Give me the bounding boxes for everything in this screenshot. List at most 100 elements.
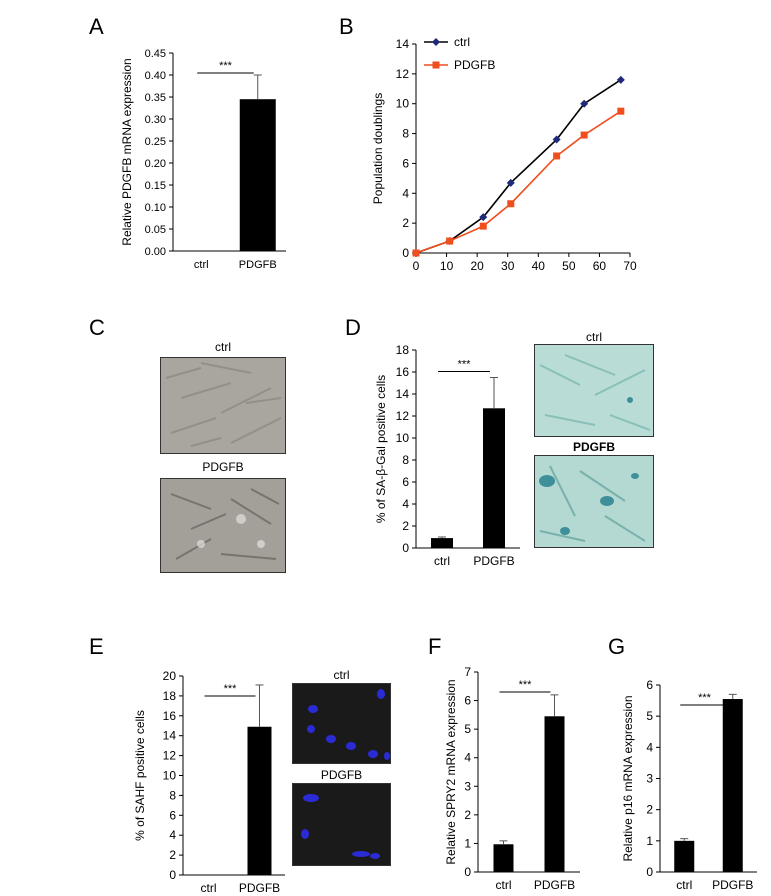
x-tick-label: ctrl	[194, 259, 209, 271]
y-tick-label: 4	[402, 497, 409, 511]
panel-e-pdgfb-micrograph	[292, 783, 391, 866]
y-tick-label: 0	[169, 868, 176, 882]
series-line-pdgfb	[415, 110, 622, 254]
data-point-pdgfb	[479, 222, 487, 230]
x-tick-label: 10	[440, 259, 454, 273]
y-tick-label: 1	[464, 836, 471, 850]
x-tick-label: 0	[413, 259, 420, 273]
y-tick-label: 0.20	[145, 158, 166, 170]
y-tick-label: 3	[646, 772, 653, 786]
y-tick-label: 2	[402, 216, 409, 230]
x-tick-label: PDGFB	[239, 259, 277, 271]
y-tick-label: 0	[464, 865, 471, 879]
legend-label-ctrl: ctrl	[454, 35, 470, 49]
y-tick-label: 2	[169, 848, 176, 862]
bar-pdgfb	[239, 99, 276, 251]
panel-e-ctrl-label: ctrl	[333, 668, 350, 682]
data-point-ctrl	[552, 135, 561, 144]
panel-d-ctrl-label: ctrl	[586, 330, 602, 344]
data-point-pdgfb	[617, 107, 625, 115]
y-tick-label: 0.00	[145, 246, 166, 258]
significance-label: ***	[698, 692, 712, 704]
data-point-ctrl	[506, 178, 515, 187]
legend-marker-pdgfb	[432, 61, 440, 69]
panel-letter-g: G	[608, 634, 626, 659]
y-tick-label: 5	[464, 722, 471, 736]
legend-label-pdgfb: PDGFB	[454, 58, 495, 72]
y-tick-label: 4	[402, 186, 409, 200]
y-tick-label: 0.40	[145, 70, 166, 82]
panel-d-pdgfb-label: PDGFB	[573, 440, 615, 454]
panel-e-pdgfb-label: PDGFB	[320, 768, 363, 782]
bar-pdgfb	[483, 408, 505, 548]
bar-ctrl	[431, 538, 453, 548]
x-tick-label: ctrl	[434, 554, 450, 568]
bar-pdgfb	[544, 716, 565, 872]
nuclei-texture	[301, 794, 380, 859]
data-point-pdgfb	[580, 131, 588, 139]
panel-d-pdgfb-micrograph	[534, 455, 654, 548]
data-point-ctrl	[479, 213, 488, 222]
significance-label: ***	[219, 60, 233, 72]
panel-e-ctrl-micrograph	[292, 683, 391, 764]
x-tick-label: 40	[532, 259, 546, 273]
panel-c-ctrl-label: ctrl	[215, 340, 231, 354]
y-tick-label: 18	[163, 689, 177, 703]
y-tick-label: 14	[163, 729, 177, 743]
data-point-pdgfb	[553, 152, 561, 160]
bar-pdgfb	[247, 726, 272, 875]
x-tick-label: 70	[623, 259, 637, 273]
y-tick-label: 6	[464, 694, 471, 708]
panel-c-pdgfb-label: PDGFB	[202, 460, 244, 474]
series-line-ctrl	[415, 79, 622, 254]
y-tick-label: 6	[169, 808, 176, 822]
y-tick-label: 0	[402, 246, 409, 260]
panel-letter-e: E	[89, 634, 104, 659]
significance-label: ***	[519, 679, 533, 691]
x-tick-label: ctrl	[496, 878, 512, 892]
y-tick-label: 0.25	[145, 136, 166, 148]
y-tick-label: 8	[169, 788, 176, 802]
y-tick-label: 12	[163, 749, 177, 763]
bar-pdgfb	[722, 699, 743, 872]
cells-texture	[165, 362, 282, 447]
nuclei-texture	[307, 689, 390, 760]
panel-letter-f: F	[428, 634, 442, 659]
x-tick-label: PDGFB	[534, 878, 575, 892]
panel-c-ctrl-micrograph	[160, 357, 286, 454]
x-tick-label: 50	[562, 259, 576, 273]
y-tick-label: 0	[402, 541, 409, 555]
cells-texture	[539, 465, 646, 542]
cells-texture	[170, 488, 280, 560]
panel-letter-d: D	[345, 315, 361, 340]
x-tick-label: 20	[470, 259, 484, 273]
x-tick-label: 30	[501, 259, 515, 273]
y-tick-label: 0.10	[145, 202, 166, 214]
y-tick-label: 2	[402, 519, 409, 533]
y-axis-title: Relative p16 mRNA expression	[621, 695, 635, 861]
x-tick-label: PDGFB	[473, 554, 514, 568]
y-tick-label: 6	[402, 475, 409, 489]
y-tick-label: 0	[646, 865, 653, 879]
x-tick-label: ctrl	[201, 881, 217, 895]
y-tick-label: 10	[396, 431, 410, 445]
y-axis-title: % of SA-β-Gal positive cells	[374, 375, 388, 523]
panel-c-pdgfb-micrograph	[160, 478, 286, 573]
data-point-ctrl	[580, 99, 589, 108]
panel-letter-c: C	[89, 315, 105, 340]
data-point-pdgfb	[507, 200, 515, 208]
y-tick-label: 0.30	[145, 114, 166, 126]
y-tick-label: 18	[396, 343, 410, 357]
y-tick-label: 2	[646, 803, 653, 817]
x-tick-label: PDGFB	[712, 878, 753, 892]
y-tick-label: 10	[396, 97, 410, 111]
y-tick-label: 3	[464, 779, 471, 793]
cells-texture	[539, 354, 651, 431]
y-tick-label: 5	[646, 709, 653, 723]
y-axis-title: Population doublings	[371, 93, 385, 204]
y-tick-label: 0.15	[145, 180, 166, 192]
x-tick-label: PDGFB	[239, 881, 280, 895]
y-tick-label: 6	[402, 156, 409, 170]
y-tick-label: 8	[402, 127, 409, 141]
y-tick-label: 1	[646, 834, 653, 848]
